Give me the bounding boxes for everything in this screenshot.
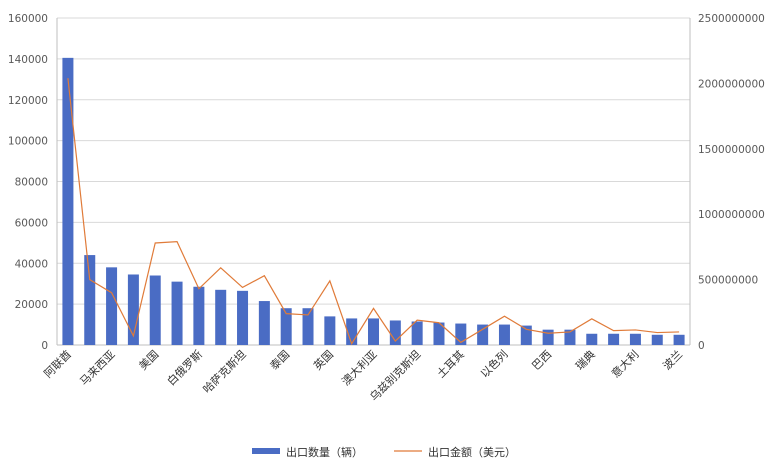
y-left-tick-label: 80000 bbox=[15, 177, 48, 189]
x-category-label: 美国 bbox=[137, 348, 162, 373]
bar bbox=[542, 329, 554, 345]
y-right-tick-label: 0 bbox=[698, 340, 705, 352]
bar bbox=[433, 322, 445, 345]
bar bbox=[171, 281, 183, 345]
bar bbox=[84, 255, 96, 345]
bar bbox=[389, 320, 401, 345]
y-right-tick-label: 500000000 bbox=[698, 275, 758, 287]
bar bbox=[106, 267, 118, 345]
y-left-tick-label: 60000 bbox=[15, 217, 48, 229]
bar bbox=[149, 275, 161, 345]
bar bbox=[498, 324, 510, 345]
x-category-label: 澳大利亚 bbox=[339, 347, 380, 388]
bar bbox=[629, 333, 641, 345]
x-category-label: 哈萨克斯坦 bbox=[200, 347, 249, 396]
bar bbox=[586, 333, 598, 345]
y-left-tick-label: 160000 bbox=[8, 13, 48, 25]
y-right-tick-label: 2000000000 bbox=[698, 78, 765, 90]
x-category-label: 波兰 bbox=[660, 348, 685, 373]
x-category-label: 巴西 bbox=[529, 348, 554, 373]
y-left-tick-label: 140000 bbox=[8, 54, 48, 66]
bar bbox=[564, 329, 576, 345]
bar bbox=[411, 321, 423, 345]
bar bbox=[608, 333, 620, 345]
y-left-tick-label: 120000 bbox=[8, 95, 48, 107]
bar bbox=[258, 301, 270, 345]
bar bbox=[368, 318, 379, 345]
y-right-tick-label: 1000000000 bbox=[698, 209, 765, 221]
bar bbox=[127, 274, 139, 345]
bar bbox=[302, 308, 314, 345]
x-category-label: 阿联酋 bbox=[41, 347, 74, 380]
bar bbox=[346, 318, 358, 345]
y-left-tick-label: 20000 bbox=[15, 299, 48, 311]
x-category-label: 泰国 bbox=[267, 347, 292, 372]
bar bbox=[477, 324, 489, 345]
legend-label-line: 出口金额（美元） bbox=[428, 445, 516, 459]
x-category-label: 英国 bbox=[311, 347, 336, 372]
bar bbox=[520, 325, 532, 345]
x-category-label: 白俄罗斯 bbox=[164, 347, 205, 388]
x-category-label: 意大利 bbox=[608, 347, 641, 380]
bar bbox=[62, 57, 74, 346]
bar bbox=[237, 290, 249, 345]
x-category-label: 马来西亚 bbox=[77, 348, 117, 388]
bar bbox=[215, 289, 227, 345]
x-category-label: 以色列 bbox=[477, 347, 510, 380]
x-category-label: 土耳其 bbox=[434, 348, 467, 381]
bar bbox=[193, 286, 205, 345]
legend-label-bar: 出口数量（辆） bbox=[286, 445, 363, 459]
legend-swatch-bar bbox=[252, 448, 280, 454]
bar bbox=[455, 323, 467, 345]
bar bbox=[280, 308, 292, 345]
y-left-tick-label: 0 bbox=[41, 340, 48, 352]
y-right-tick-label: 2500000000 bbox=[698, 13, 765, 25]
y-right-tick-label: 1500000000 bbox=[698, 144, 765, 156]
x-category-label: 瑞典 bbox=[572, 347, 597, 372]
bar bbox=[651, 334, 663, 345]
y-left-tick-label: 100000 bbox=[8, 136, 48, 148]
y-left-tick-label: 40000 bbox=[15, 258, 48, 270]
bar bbox=[324, 316, 336, 345]
bar bbox=[673, 334, 685, 345]
